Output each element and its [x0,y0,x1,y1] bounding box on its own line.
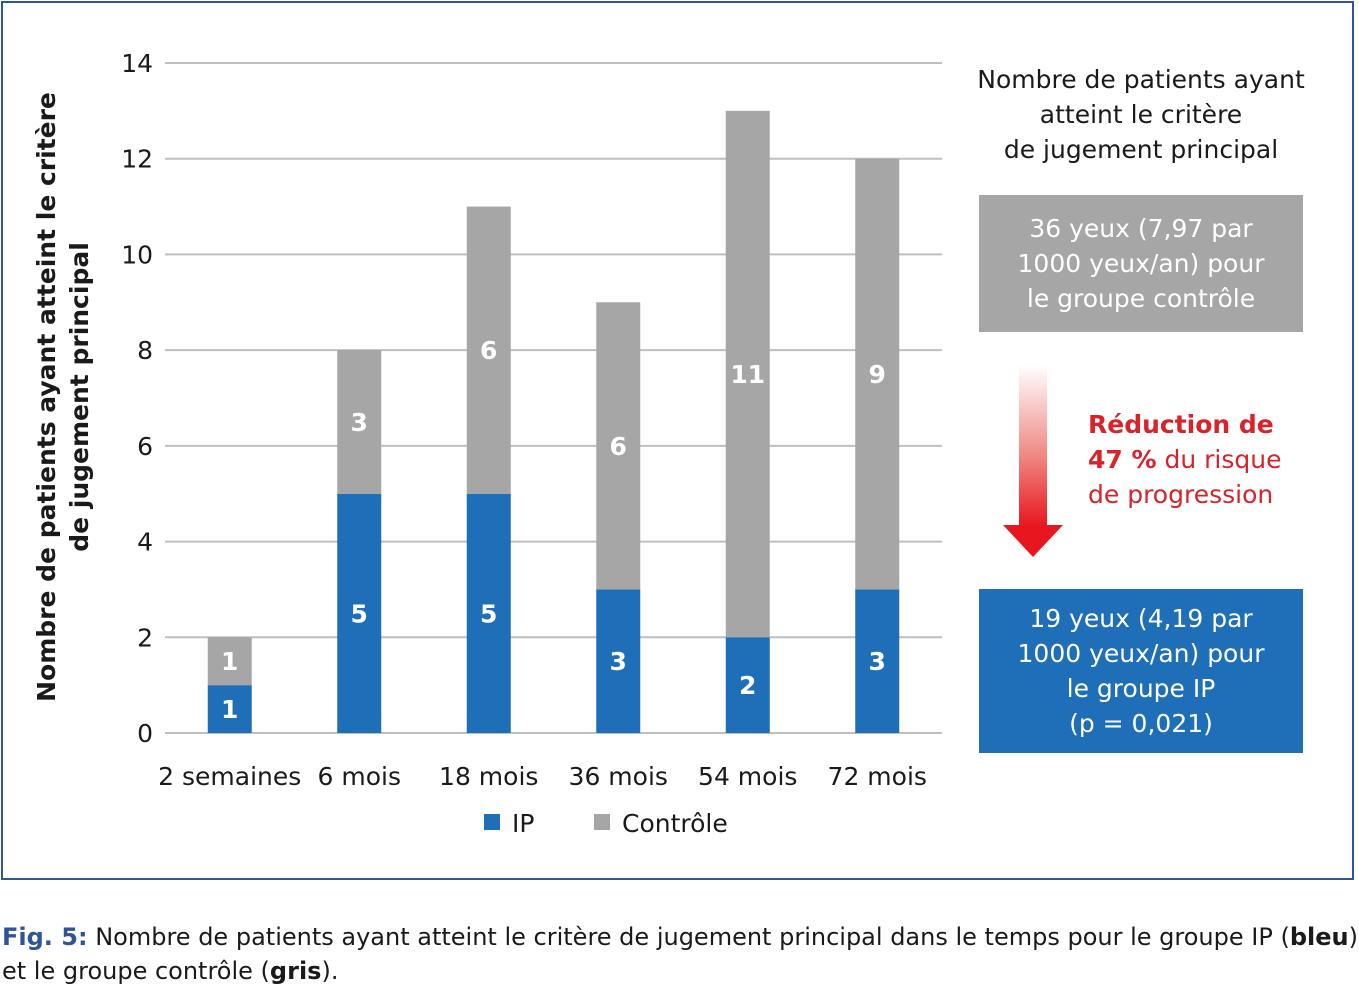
legend-swatch [484,814,500,830]
bar-ip [337,493,382,733]
bar-control [725,110,770,638]
control-group-box: 36 yeux (7,97 par 1000 yeux/an) pour le … [979,195,1303,332]
bar-data-label: 2 [739,671,756,700]
x-tick-label: 36 mois [569,762,668,791]
bar-control [207,637,252,686]
bar-data-label: 9 [869,360,886,389]
caption-label: Fig. 5: [2,923,88,951]
x-tick-label: 54 mois [698,762,797,791]
bar-control [855,158,900,590]
x-tick-label: 18 mois [439,762,538,791]
y-tick-label: 12 [121,145,153,174]
legend-swatch [594,814,610,830]
legend-label: IP [512,809,534,838]
caption-text1: Nombre de patients ayant atteint le crit… [87,923,1290,951]
x-tick-label: 6 mois [318,762,401,791]
y-axis-ticks: 0 2 4 6 8 10 12 14 [121,49,153,748]
bar-ip [596,589,641,733]
y-tick-label: 10 [121,240,153,269]
gridlines [165,62,942,734]
caption-bold1: bleu [1289,923,1349,951]
caption-text2: ) et le groupe contrôle ( [2,923,1358,985]
bar-ip [466,493,511,733]
side-panel-title-text: Nombre de patients ayant atteint le crit… [977,65,1305,164]
legend-label: Contrôle [622,809,728,838]
y-tick-label: 2 [137,623,153,652]
bar-control [466,206,511,494]
y-tick-label: 4 [137,528,153,557]
ip-group-box: 19 yeux (4,19 par 1000 yeux/an) pour le … [979,589,1303,753]
bar-control [337,350,382,494]
reduction-line1: Réduction de [1088,410,1274,439]
reduction-rest: du risque [1156,445,1282,474]
bar-data-label: 5 [351,599,368,628]
bar-ip [725,637,770,733]
bar-data-label: 1 [221,695,238,724]
caption-bold2: gris [269,957,322,985]
y-tick-label: 14 [121,49,153,78]
reduction-line2: 47 % du risque [1088,442,1338,477]
bar-control [596,302,641,590]
bar-data-label: 3 [869,647,886,676]
x-tick-label: 72 mois [828,762,927,791]
bar-data-label: 11 [730,360,765,389]
control-group-text: 36 yeux (7,97 par 1000 yeux/an) pour le … [1017,214,1265,313]
y-tick-label: 8 [137,336,153,365]
y-tick-label: 0 [137,719,153,748]
y-axis-label: Nombre de patients ayant atteint le crit… [32,92,94,702]
bar-data-label: 3 [351,408,368,437]
figure-caption: Fig. 5: Nombre de patients ayant atteint… [2,920,1358,988]
y-tick-label: 6 [137,432,153,461]
bar-ip [855,589,900,733]
down-arrow-icon [1003,365,1063,557]
bar-data-label: 3 [610,647,627,676]
x-tick-label: 2 semaines [158,762,301,791]
x-axis-labels: 2 semaines 6 mois 18 mois 36 mois 54 mois 72 … [158,762,927,791]
legend: IP Contrôle [484,809,728,838]
bar-data-label: 5 [480,599,497,628]
bar-ip [207,685,252,733]
caption-text3: ). [321,957,339,985]
risk-reduction-note: Réduction de 47 % du risque de progressi… [1088,407,1338,512]
bar-data-label: 1 [221,647,238,676]
bar-data-label: 6 [610,432,627,461]
reduction-line3: de progression [1088,480,1274,509]
side-panel-title: Nombre de patients ayant atteint le crit… [960,62,1322,167]
bar-data-label: 6 [480,336,497,365]
reduction-percent: 47 % [1088,445,1157,474]
ip-group-text: 19 yeux (4,19 par 1000 yeux/an) pour le … [1017,604,1265,738]
